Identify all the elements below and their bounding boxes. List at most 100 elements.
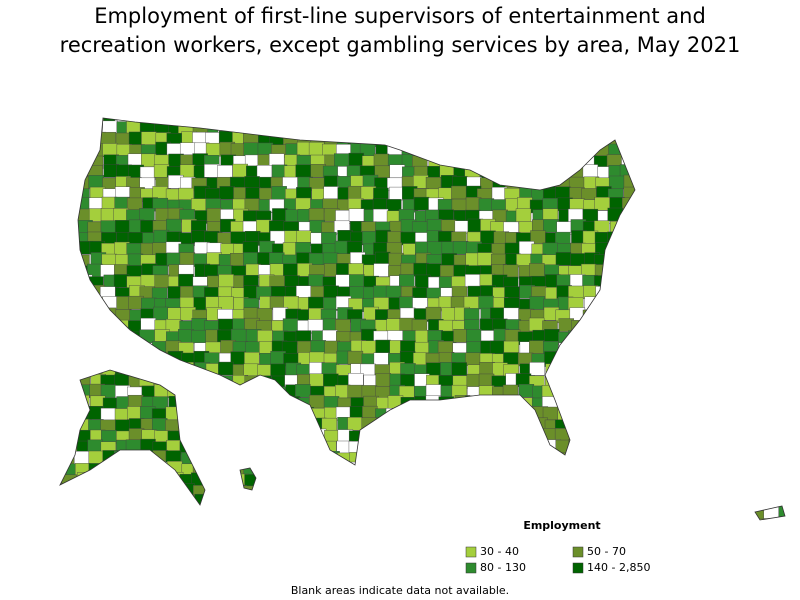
area [60,308,65,323]
area [776,485,785,499]
area [555,375,571,389]
area [662,450,678,464]
area [636,485,652,500]
area [268,122,285,137]
area [476,517,493,520]
area [503,516,519,520]
area [454,473,470,488]
area [621,340,637,354]
area [778,153,785,167]
area [544,154,560,169]
area [725,341,741,355]
area [596,298,612,313]
area [608,118,625,125]
area [751,353,767,367]
area [724,286,740,300]
area [271,395,288,409]
area [60,220,64,235]
area [60,153,64,168]
area [725,118,741,125]
area [479,439,496,453]
area [622,417,638,432]
area [413,451,429,465]
area [412,483,428,497]
area [76,142,93,157]
area [662,298,678,312]
area [568,330,584,344]
area [701,319,717,333]
area [711,155,728,169]
area [230,396,246,411]
area [545,130,561,145]
area [491,406,507,420]
area [558,505,575,519]
area [309,394,325,409]
area [672,166,689,180]
area [582,374,598,389]
area [450,118,467,123]
area [505,121,521,135]
area [425,493,442,508]
area [464,143,480,157]
area [737,452,753,466]
area [297,118,313,124]
area [205,396,222,410]
area [685,297,701,311]
area [764,428,780,442]
area [284,507,300,520]
area [544,328,560,343]
area [385,285,402,300]
area [751,341,768,355]
area [337,505,353,520]
area [776,186,785,200]
area [738,122,754,136]
area [152,461,169,476]
area [62,274,79,289]
area [480,143,496,157]
area [334,153,350,167]
area [477,462,494,477]
area [193,438,209,453]
area [740,143,756,158]
area [636,397,652,411]
area [74,296,91,310]
area [76,309,92,323]
area [675,351,691,365]
area [635,265,651,279]
area [387,473,404,487]
area [77,353,93,367]
area [554,174,571,189]
area [636,199,652,214]
area [347,472,363,486]
area [765,197,782,211]
area [726,429,742,443]
area [686,287,702,301]
area [649,142,665,157]
area [243,363,259,378]
area [63,175,79,190]
area [558,461,574,476]
area [477,252,494,266]
area [725,472,741,486]
area [621,153,637,167]
area [426,118,442,125]
area [712,118,728,124]
area [751,252,767,266]
area [373,352,390,366]
area [153,495,169,509]
area [739,208,755,222]
area [622,452,639,466]
area [165,495,181,509]
area [60,297,65,312]
area [609,406,626,420]
area [243,395,260,409]
area [439,430,456,444]
area [660,485,677,499]
area [516,141,532,156]
area [633,330,650,345]
area [776,254,785,269]
area [60,406,65,420]
area [207,496,223,510]
area [426,406,442,420]
area [711,209,728,223]
